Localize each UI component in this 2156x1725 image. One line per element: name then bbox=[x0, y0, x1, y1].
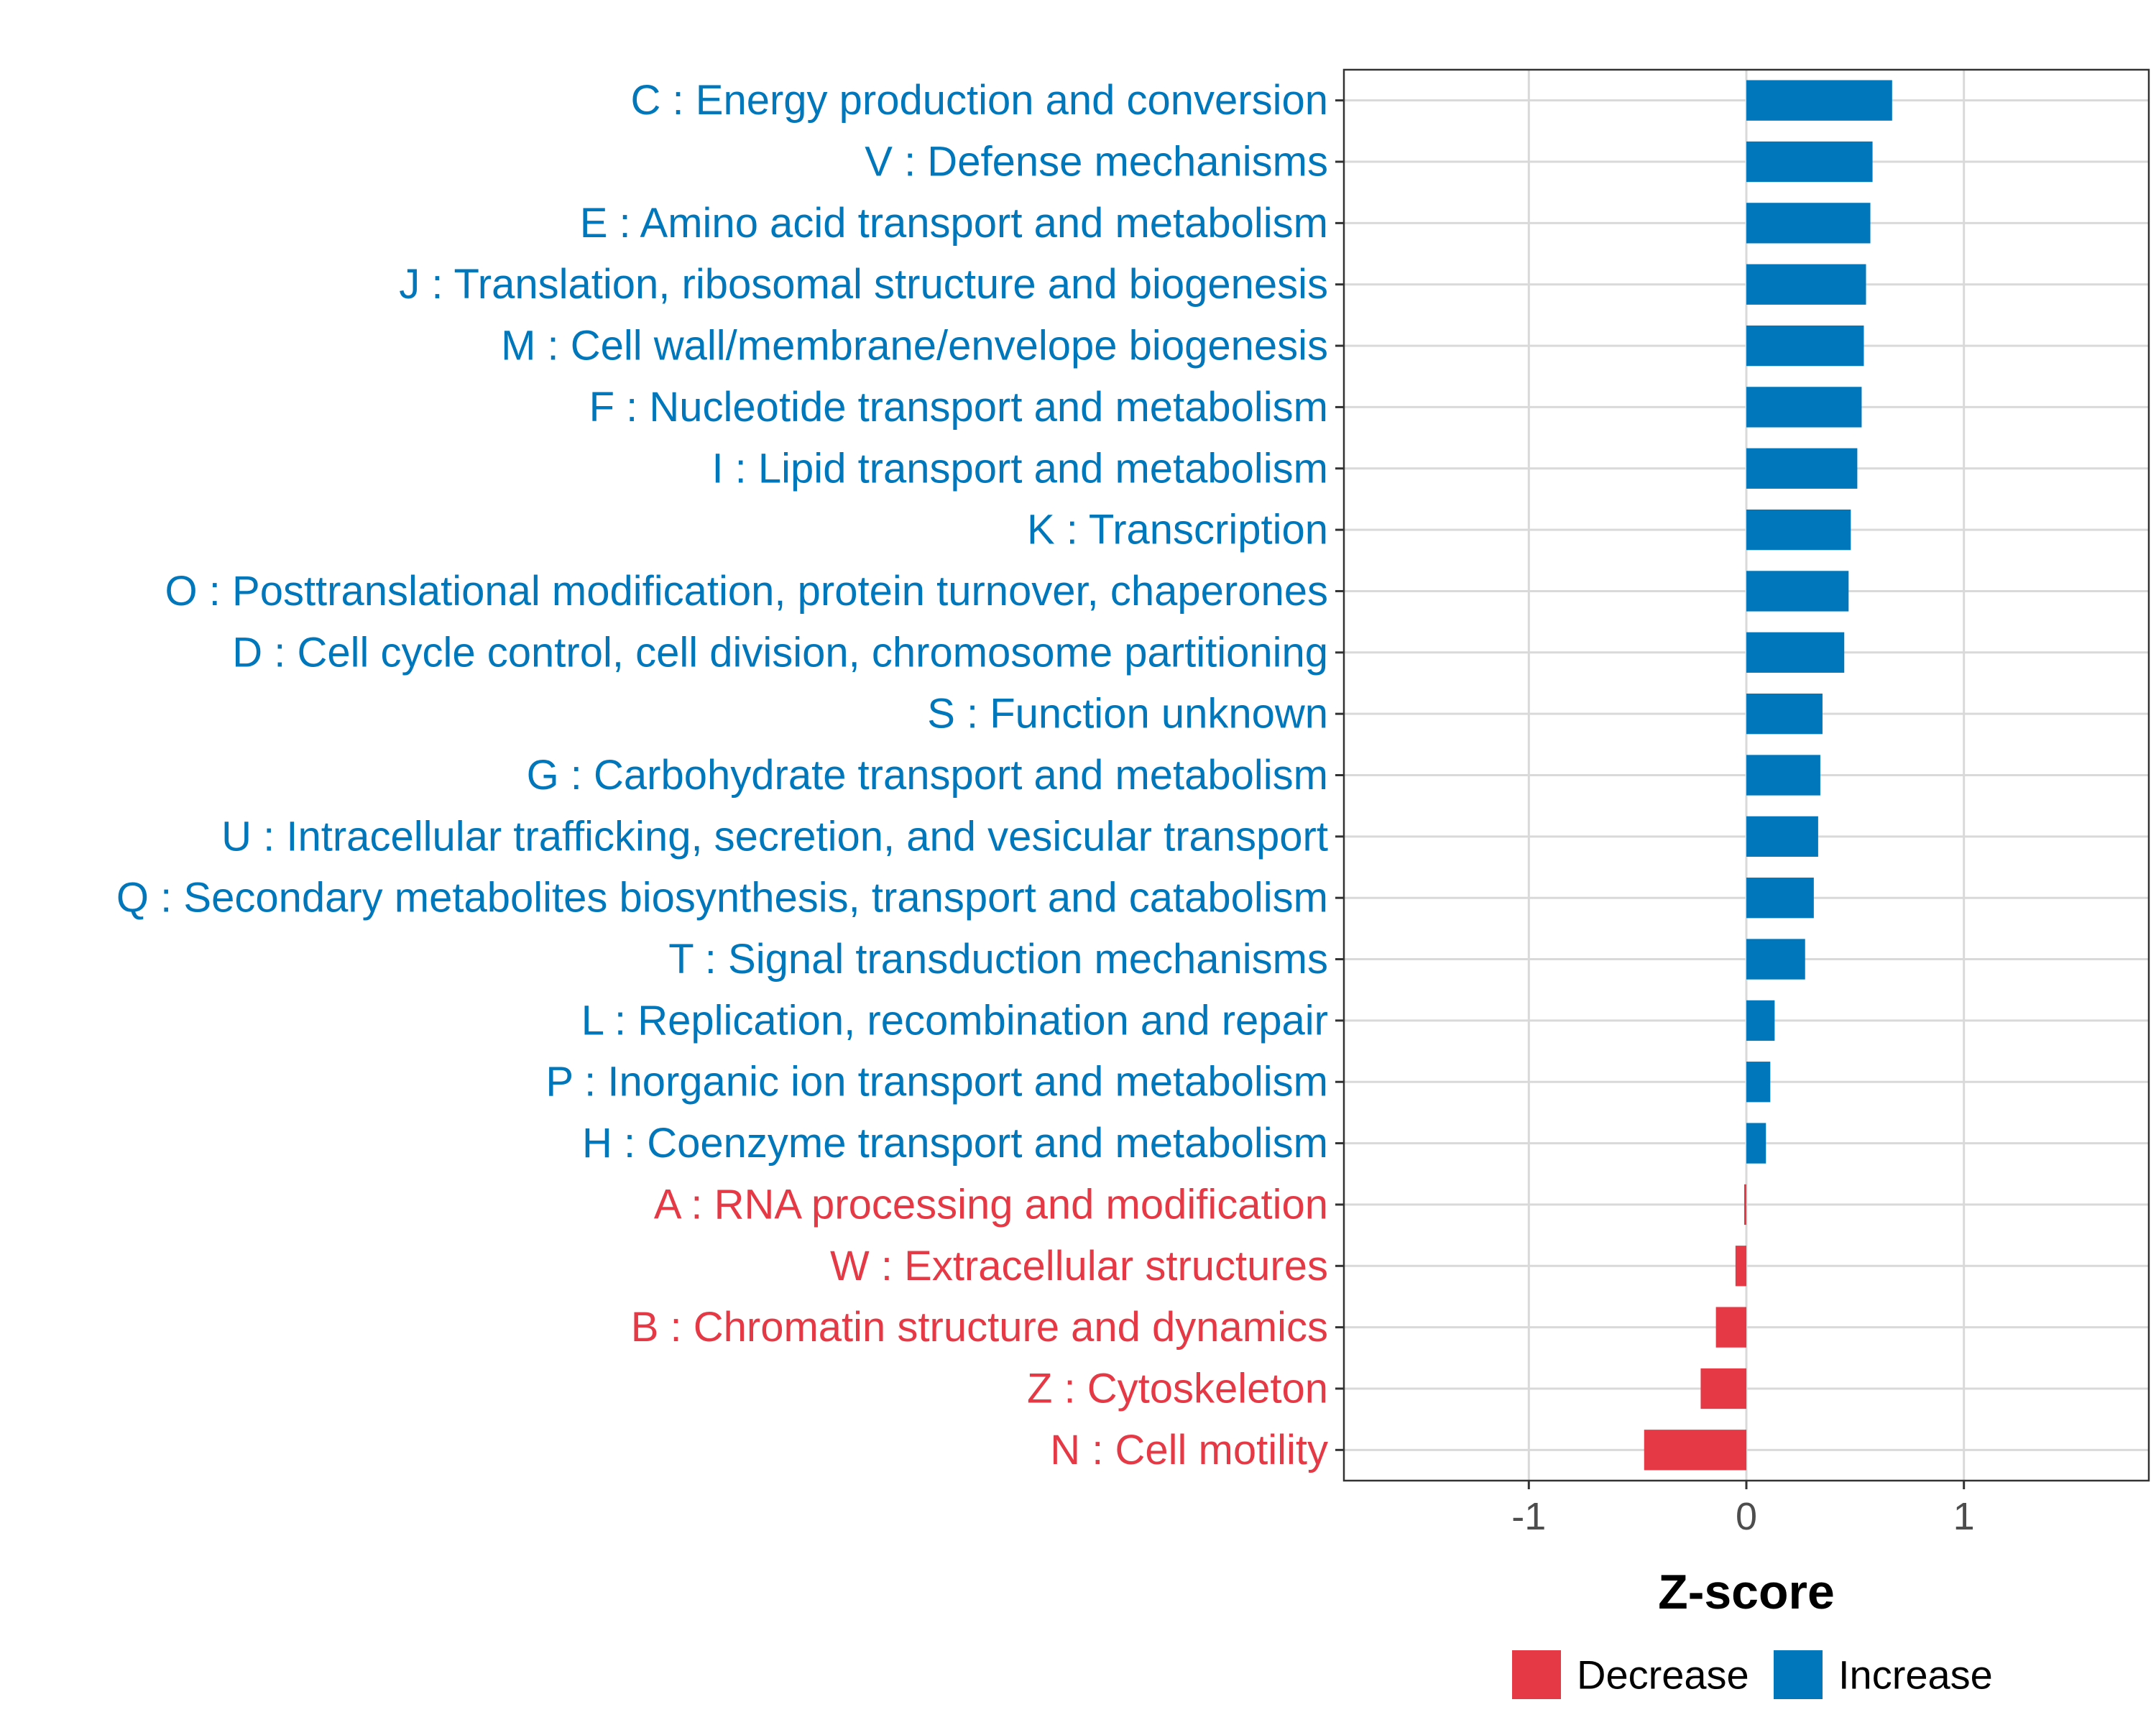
legend: Decrease Increase bbox=[1512, 1650, 1993, 1699]
y-tick-label: M : Cell wall/membrane/envelope biogenes… bbox=[501, 323, 1328, 369]
bar-i bbox=[1746, 448, 1858, 489]
y-tick-label: H : Coenzyme transport and metabolism bbox=[582, 1120, 1328, 1167]
y-axis-ticks bbox=[1335, 99, 1344, 1451]
y-tick-label: N : Cell motility bbox=[1050, 1427, 1328, 1473]
bar-t bbox=[1746, 939, 1805, 980]
bar-m bbox=[1746, 325, 1864, 367]
x-axis-ticks: -1 0 1 bbox=[1511, 1481, 1975, 1538]
y-axis-category-labels: C : Energy production and conversion V : … bbox=[116, 77, 1328, 1473]
y-tick-label: U : Intracellular trafficking, secretion… bbox=[221, 813, 1328, 860]
bar-d bbox=[1746, 632, 1845, 673]
y-tick-label: O : Posttranslational modification, prot… bbox=[165, 568, 1328, 615]
bar-a bbox=[1743, 1184, 1746, 1225]
bar-f bbox=[1746, 387, 1862, 428]
y-tick-label: G : Carbohydrate transport and metabolis… bbox=[527, 752, 1328, 799]
x-tick-label: 1 bbox=[1953, 1495, 1975, 1538]
legend-label-increase: Increase bbox=[1838, 1652, 1993, 1698]
y-tick-label: W : Extracellular structures bbox=[830, 1243, 1328, 1289]
bar-u bbox=[1746, 816, 1818, 857]
y-tick-label: Q : Secondary metabolites biosynthesis, … bbox=[116, 875, 1328, 921]
y-tick-label: B : Chromatin structure and dynamics bbox=[631, 1304, 1328, 1351]
bar-l bbox=[1746, 1000, 1775, 1041]
bars bbox=[1644, 80, 1892, 1471]
y-tick-label: T : Signal transduction mechanisms bbox=[668, 936, 1328, 983]
bar-q bbox=[1746, 878, 1814, 919]
legend-swatch-increase bbox=[1774, 1650, 1823, 1699]
bar-o bbox=[1746, 571, 1849, 612]
bar-g bbox=[1746, 755, 1820, 796]
y-tick-label: E : Amino acid transport and metabolism bbox=[580, 200, 1328, 247]
bar-h bbox=[1746, 1123, 1766, 1164]
bar-v bbox=[1746, 141, 1873, 183]
bar-j bbox=[1746, 264, 1866, 305]
y-tick-label: S : Function unknown bbox=[927, 691, 1328, 737]
bar-n bbox=[1644, 1430, 1746, 1471]
bar-k bbox=[1746, 509, 1851, 551]
x-tick-label: 0 bbox=[1736, 1495, 1757, 1538]
x-axis-title: Z-score bbox=[1658, 1565, 1835, 1619]
bar-e bbox=[1746, 203, 1871, 244]
legend-label-decrease: Decrease bbox=[1577, 1652, 1749, 1698]
y-tick-label: I : Lipid transport and metabolism bbox=[711, 445, 1328, 492]
bar-s bbox=[1746, 693, 1823, 735]
y-tick-label: J : Translation, ribosomal structure and… bbox=[399, 261, 1328, 308]
y-tick-label: V : Defense mechanisms bbox=[865, 139, 1328, 185]
y-tick-label: Z : Cytoskeleton bbox=[1027, 1365, 1328, 1412]
y-tick-label: C : Energy production and conversion bbox=[631, 77, 1328, 124]
bar-b bbox=[1715, 1307, 1746, 1348]
y-tick-label: L : Replication, recombination and repai… bbox=[581, 997, 1328, 1044]
bar-z bbox=[1700, 1368, 1746, 1409]
y-tick-label: A : RNA processing and modification bbox=[654, 1181, 1328, 1228]
bar-c bbox=[1746, 80, 1892, 121]
x-tick-label: -1 bbox=[1511, 1495, 1546, 1538]
legend-swatch-decrease bbox=[1512, 1650, 1561, 1699]
bar-w bbox=[1735, 1246, 1746, 1287]
y-tick-label: F : Nucleotide transport and metabolism bbox=[589, 384, 1328, 431]
bar-p bbox=[1746, 1062, 1771, 1103]
y-tick-label: P : Inorganic ion transport and metaboli… bbox=[545, 1059, 1328, 1105]
y-tick-label: K : Transcription bbox=[1027, 507, 1328, 553]
y-tick-label: D : Cell cycle control, cell division, c… bbox=[232, 629, 1328, 676]
